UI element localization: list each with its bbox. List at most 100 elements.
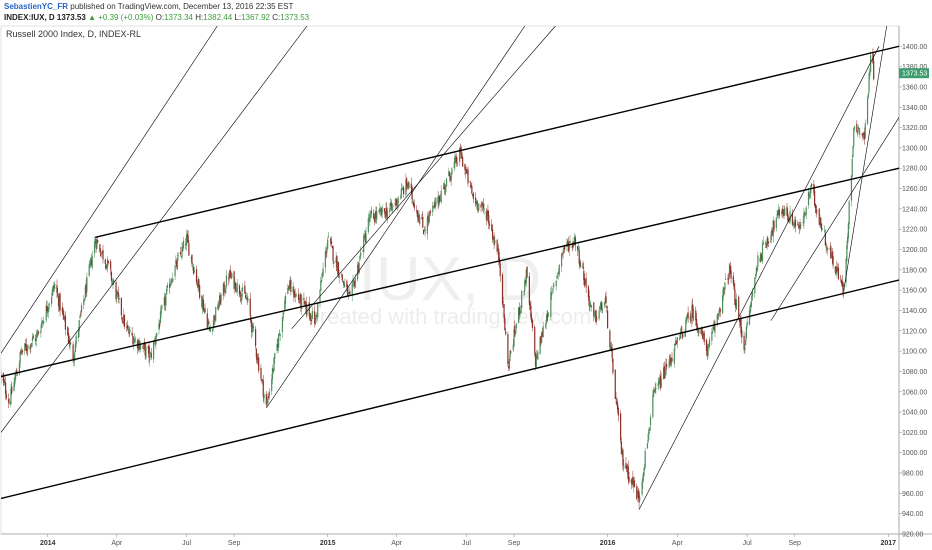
trendline-lower-channel[interactable] <box>1 279 899 500</box>
candle-body <box>274 352 276 359</box>
time-axis[interactable]: 2014 Apr Jul Sep 2015 Apr Jul Sep 2016 Apr Jul Sep 2… <box>40 534 896 547</box>
candle-body <box>305 302 307 314</box>
candle-body <box>100 253 102 257</box>
candle-body <box>160 308 162 314</box>
time-tick-label: 2017 <box>880 540 896 547</box>
candle-body <box>791 213 794 225</box>
open-value: 1373.34 <box>164 13 193 22</box>
candle-body <box>605 296 607 304</box>
candle-body <box>218 305 220 309</box>
price-tick-label: 920.00 <box>902 532 924 539</box>
trendline-fan-ray-6[interactable] <box>770 117 899 321</box>
candle-body <box>142 347 144 348</box>
candle-body <box>375 211 377 219</box>
candle-body <box>45 305 47 321</box>
candle-body <box>454 157 456 164</box>
candle-body <box>783 209 785 216</box>
candle-body <box>276 344 278 352</box>
candle-body <box>615 397 617 399</box>
candle-body <box>766 238 768 247</box>
candle-body <box>156 332 158 337</box>
candle-body <box>279 334 281 337</box>
candle-body <box>149 352 152 354</box>
trendline-middle-channel[interactable] <box>1 167 899 378</box>
price-tick-label: 1220.00 <box>902 227 927 234</box>
candle-body <box>691 305 693 312</box>
trendline-fan-ray-3[interactable] <box>266 26 526 409</box>
candle-body <box>97 239 99 243</box>
candle-body <box>777 211 779 216</box>
candle-body <box>159 311 162 323</box>
candle-body <box>282 312 284 318</box>
candle-body <box>16 372 18 377</box>
candle-body <box>814 203 817 209</box>
candle-body <box>590 304 592 306</box>
candle-body <box>244 285 246 294</box>
candle-body <box>846 244 848 262</box>
price-tick-label: 1040.00 <box>902 410 927 417</box>
candle-body <box>730 270 732 279</box>
candle-body <box>815 205 817 213</box>
candle-body <box>515 323 517 329</box>
price-tick-label: 1340.00 <box>902 105 927 112</box>
candle-body <box>567 241 569 243</box>
candle-body <box>84 286 86 299</box>
candle-body <box>261 379 264 382</box>
candle-body <box>67 327 69 336</box>
candle-body <box>643 471 645 477</box>
candle-body <box>771 229 774 236</box>
candle-body <box>560 254 563 267</box>
candle-body <box>655 387 657 390</box>
candle-body <box>868 73 870 92</box>
candle-body <box>499 262 501 277</box>
candle-body <box>859 132 861 133</box>
candle-body <box>524 280 527 284</box>
candle-body <box>524 280 526 292</box>
candle-body <box>67 332 70 343</box>
time-tick-label: Jul <box>182 540 191 547</box>
candle-body <box>652 395 654 417</box>
candle-body <box>853 128 855 147</box>
candle-body <box>235 283 237 292</box>
candle-body <box>427 215 429 221</box>
candle-body <box>212 328 214 332</box>
publisher-username[interactable]: SebastienYC_FR <box>4 2 69 11</box>
candle-body <box>143 343 145 349</box>
candle-body <box>834 266 836 274</box>
trendline-fan-ray-7[interactable] <box>843 26 888 291</box>
candle-body <box>403 187 405 195</box>
price-axis[interactable]: 920.00 940.00 960.00 980.00 1000.00 1020.00 10… <box>899 44 927 539</box>
trendline-fan-ray-5[interactable] <box>638 46 880 510</box>
candle-body <box>163 296 165 306</box>
plot-area[interactable] <box>0 25 900 535</box>
candle-body <box>589 303 591 307</box>
candle-body <box>202 299 205 312</box>
trendline-fan-ray-4[interactable] <box>291 26 556 329</box>
trendline-upper-channel[interactable] <box>95 45 899 239</box>
candle-body <box>531 317 533 323</box>
candle-body <box>251 321 253 333</box>
candle-body <box>198 279 200 288</box>
candle-body <box>333 260 335 264</box>
time-tick-label: Jul <box>462 540 471 547</box>
candle-body <box>192 265 194 266</box>
time-tick-label: Sep <box>228 540 241 547</box>
candle-body <box>496 240 498 252</box>
candle-body <box>356 265 359 280</box>
trendline-fan-ray-1[interactable] <box>1 26 218 354</box>
candle-body <box>611 348 613 359</box>
candle-body <box>664 372 666 378</box>
candle-body <box>439 196 441 203</box>
candle-body <box>518 307 521 316</box>
candle-body <box>869 72 871 76</box>
candle-body <box>820 223 823 231</box>
candle-body <box>133 340 135 345</box>
candle-body <box>429 211 432 214</box>
candle-body <box>229 269 231 278</box>
candle-body <box>480 204 482 208</box>
candle-body <box>449 176 451 181</box>
candle-body <box>470 185 472 188</box>
candle-body <box>451 168 453 175</box>
candle-body <box>810 184 813 187</box>
